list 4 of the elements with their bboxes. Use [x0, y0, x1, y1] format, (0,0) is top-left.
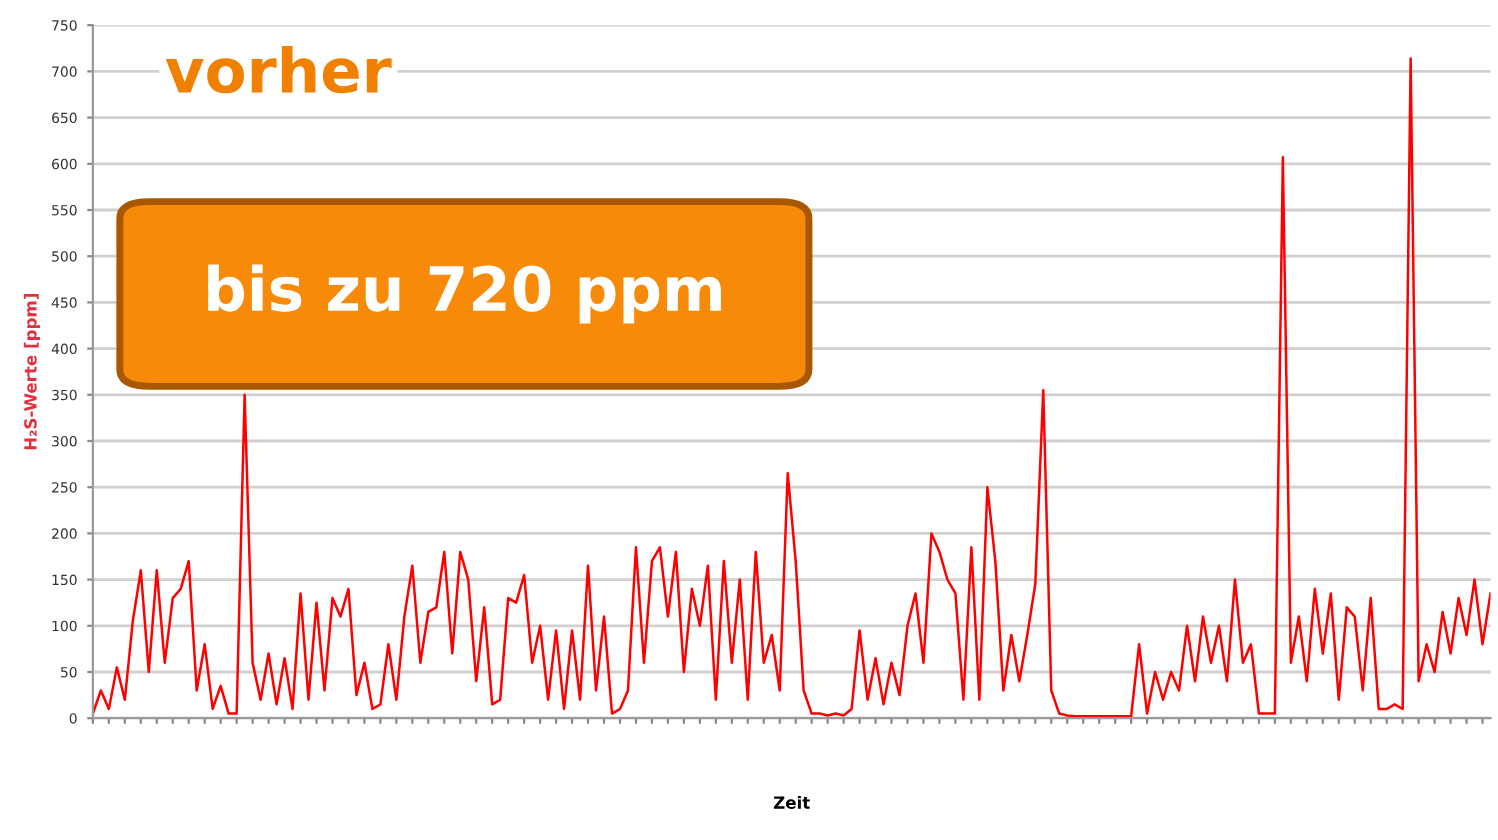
annotation: vorher [165, 46, 392, 94]
annotation: bis zu 720 ppm [208, 264, 721, 324]
y-axis-title: H₂S-Werte [ppm] [23, 294, 40, 450]
x-axis-title: Zeit [773, 795, 810, 809]
